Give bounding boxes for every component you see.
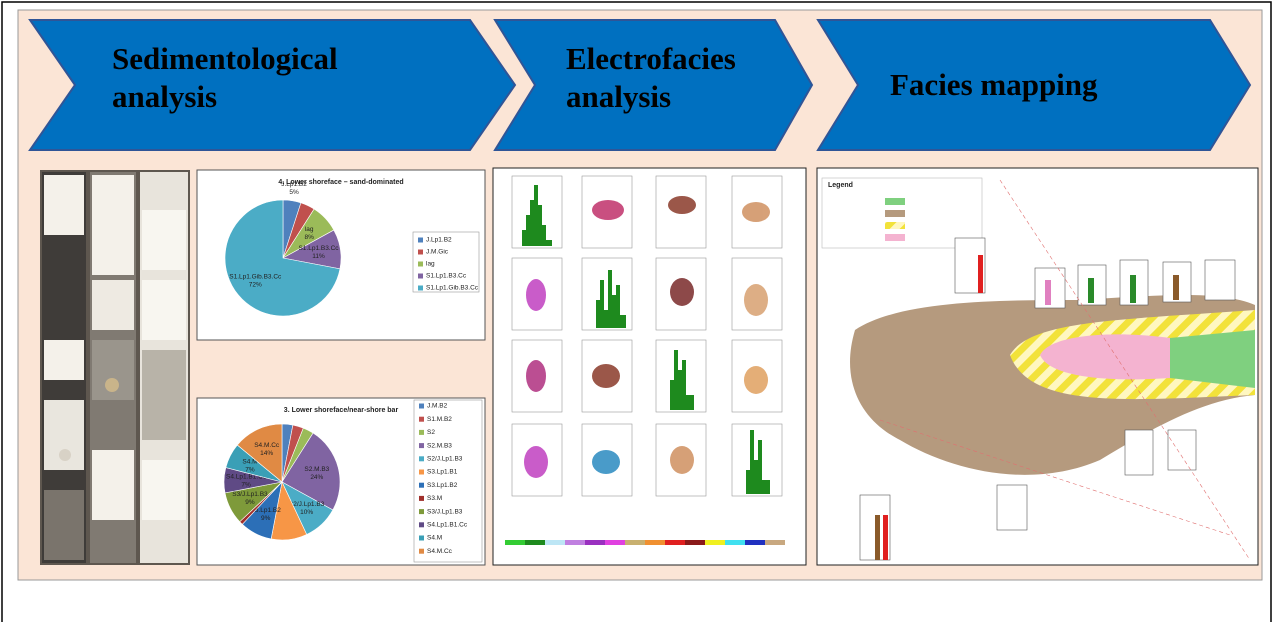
- slice-label: S4.Lp1.B1.Cc: [226, 474, 267, 481]
- slice-label: S4.M.Cc: [254, 442, 280, 449]
- legend-label: S1.M.B2: [427, 416, 452, 423]
- slice-label: lag: [305, 226, 314, 233]
- legend-label: S3.Lp1.B2: [427, 482, 458, 489]
- step-title: analysis: [112, 79, 217, 114]
- chevron: [28, 19, 517, 151]
- legend-label: S3/J.Lp1.B3: [427, 508, 463, 515]
- core-photo: [40, 170, 190, 565]
- slice-value-label: 10%: [300, 509, 313, 516]
- legend-swatch: [419, 403, 424, 409]
- slice-label: S3/J.Lp1.B3: [232, 491, 268, 498]
- legend-label: lag: [426, 261, 435, 268]
- pie-slice: [224, 199, 341, 317]
- slice-label: S2.M.B3: [304, 466, 329, 473]
- legend-label: S4.M: [427, 535, 442, 542]
- legend-label: J.M.Gic: [426, 249, 449, 256]
- legend-box: [412, 231, 480, 293]
- legend-swatch: [418, 285, 423, 291]
- slice-label: J.Lp1.B2: [281, 181, 307, 188]
- slice-label: S2/J.Lp1.B3: [289, 501, 325, 508]
- legend-label: S1.Lp1.Gib.B3.Cc: [426, 285, 479, 292]
- legend-label: S4.Lp1.B1.Cc: [427, 522, 468, 529]
- legend-swatch: [419, 522, 424, 528]
- legend-swatch: [418, 249, 423, 255]
- slice-value-label: 9%: [245, 499, 255, 506]
- legend-label: S3.Lp1.B1: [427, 469, 458, 476]
- slice-label: S3.Lp1.B2: [250, 507, 281, 514]
- slice-value-label: 7%: [245, 466, 255, 473]
- slice-value-label: 5%: [289, 189, 299, 196]
- legend-label: S3.M: [427, 495, 442, 502]
- step-title: Electrofacies: [566, 41, 736, 76]
- facies-map: Legend: [816, 167, 1259, 566]
- step-title: Sedimentological: [112, 41, 338, 76]
- slice-value-label: 72%: [249, 282, 262, 289]
- legend-box: [413, 399, 483, 563]
- slice-value-label: 9%: [261, 515, 271, 522]
- step-title: analysis: [566, 79, 671, 114]
- legend-label: S2/J.Lp1.B3: [427, 456, 463, 463]
- slice-value-label: 7%: [241, 482, 251, 489]
- map-legend-title: Legend: [828, 182, 853, 189]
- step-title: Facies mapping: [890, 67, 1098, 102]
- slice-value-label: 14%: [260, 450, 273, 457]
- legend-swatch: [419, 443, 424, 449]
- legend-label: J.M.B2: [427, 403, 448, 410]
- legend-label: S4.M.Cc: [427, 548, 453, 555]
- legend-swatch: [419, 456, 424, 462]
- pie-slice: [236, 423, 283, 483]
- legend-label: S2.M.B3: [427, 442, 452, 449]
- legend-swatch: [419, 469, 424, 475]
- chevron: [493, 19, 814, 151]
- legend-label: J.Lp1.B2: [426, 237, 452, 244]
- slice-label: S4.M: [242, 458, 257, 465]
- chart-title: 4. Lower shoreface – sand-dominated: [278, 179, 403, 186]
- electrofacies-panel: [492, 167, 807, 566]
- slice-label: S1.Lp1.B3.Cc: [298, 245, 339, 252]
- legend-swatch: [419, 416, 424, 422]
- legend-swatch: [418, 237, 423, 243]
- slice-value-label: 8%: [305, 234, 315, 241]
- legend-swatch: [418, 261, 423, 267]
- legend-swatch: [419, 495, 424, 501]
- legend-swatch: [419, 429, 424, 435]
- legend-swatch: [419, 548, 424, 554]
- legend-label: S2: [427, 429, 435, 436]
- legend-swatch: [419, 509, 424, 515]
- legend-swatch: [418, 273, 423, 279]
- chevron: [816, 19, 1252, 151]
- slice-value-label: 11%: [312, 253, 325, 260]
- pie-slice: [281, 432, 341, 511]
- slice-value-label: 24%: [310, 474, 323, 481]
- legend-swatch: [419, 482, 424, 488]
- chart-title: 3. Lower shoreface/near-shore bar: [284, 407, 399, 414]
- slice-label: S1.Lp1.Gib.B3.Cc: [229, 274, 282, 281]
- legend-swatch: [419, 535, 424, 541]
- legend-label: S1.Lp1.B3.Cc: [426, 273, 467, 280]
